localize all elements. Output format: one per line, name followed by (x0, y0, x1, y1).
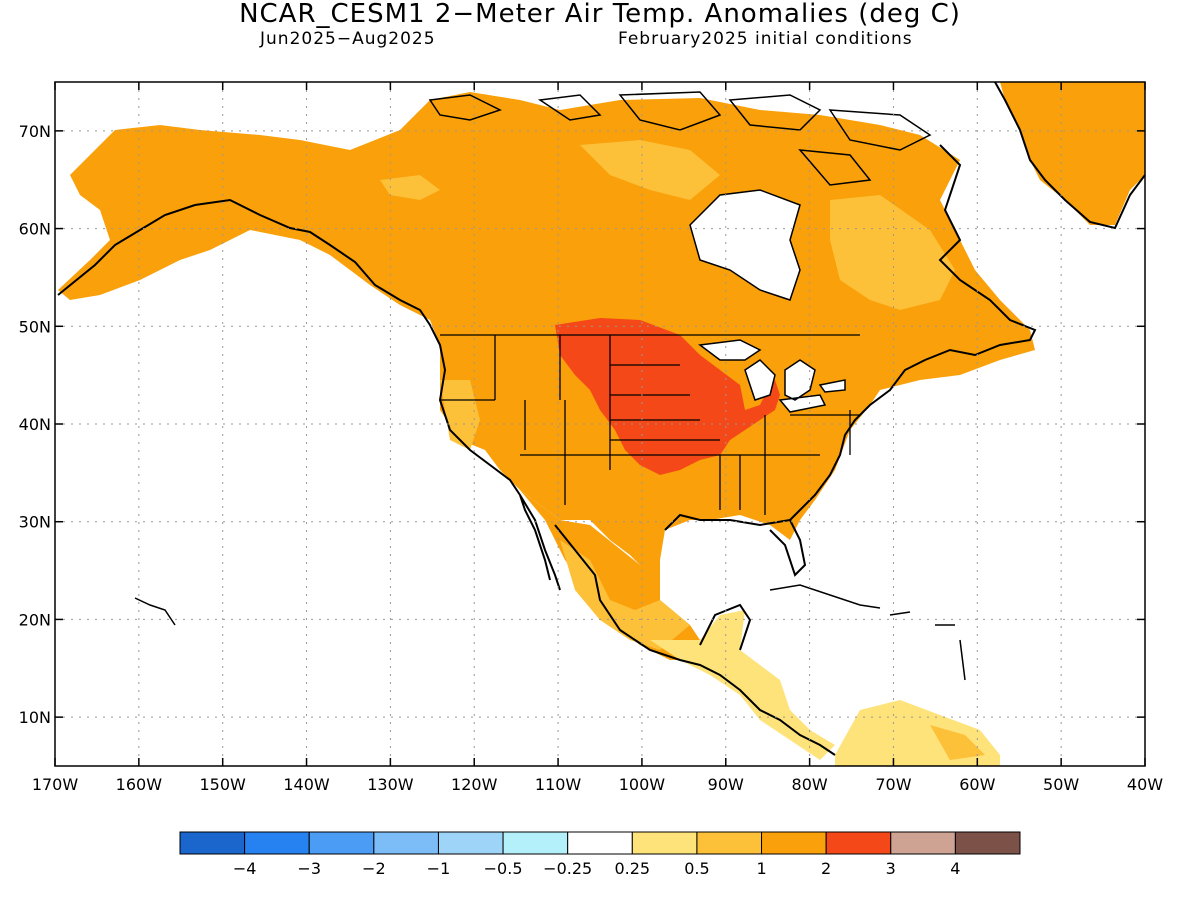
colorbar-label: 4 (950, 859, 960, 878)
colorbar-label: −3 (297, 859, 321, 878)
central-america-0.25-0.5 (650, 610, 835, 760)
colorbar-swatch (631, 831, 698, 855)
lon-label: 90W (708, 775, 744, 794)
colorbar: −4 −3 −2 −1 −0.5 −0.25 0.25 0.5 1 2 3 4 (179, 831, 1021, 878)
lon-label: 100W (619, 775, 666, 794)
great-lakes (698, 339, 846, 413)
colorbar-swatch (761, 831, 827, 855)
coastline-greenland (994, 82, 1145, 230)
land-anomaly-1-2 (58, 92, 1035, 570)
latitude-labels: 70N 60N 50N 40N 30N 20N 10N (19, 122, 1145, 727)
lat-label: 70N (19, 122, 51, 141)
colorbar-swatch (373, 831, 439, 855)
colorbar-swatch (890, 831, 956, 855)
patch-0.5-1-arctic (580, 140, 720, 200)
colorbar-swatch (308, 831, 375, 855)
lon-label: 160W (116, 775, 163, 794)
map-title: NCAR_CESM1 2−Meter Air Temp. Anomalies (… (239, 0, 961, 29)
lat-label: 30N (19, 513, 51, 532)
lon-label: 40W (1127, 775, 1163, 794)
colorbar-swatch (244, 831, 310, 855)
hudson-bay (689, 189, 801, 301)
colorbar-label: −4 (233, 859, 257, 878)
lon-label: 80W (792, 775, 828, 794)
patch-0.5-1-labrador (830, 195, 955, 310)
colorbar-label: −1 (427, 859, 451, 878)
lon-label: 130W (367, 775, 414, 794)
grid-lines (55, 82, 1145, 766)
state-boundaries (440, 334, 860, 515)
colorbar-swatch (437, 831, 504, 855)
colorbar-swatch (696, 831, 763, 855)
lat-label: 40N (19, 415, 51, 434)
mexico-anomaly-0.5-1 (560, 540, 690, 650)
colorbar-swatch (825, 831, 892, 855)
lon-label: 150W (200, 775, 247, 794)
lat-label: 20N (19, 610, 51, 629)
colorbar-swatch (502, 831, 569, 855)
colorbar-label: 1 (756, 859, 766, 878)
central-us-anomaly-2-3 (555, 318, 780, 475)
lon-label: 50W (1043, 775, 1079, 794)
lon-label: 70W (875, 775, 911, 794)
longitude-labels: 170W 160W 150W 140W 130W 120W 110W 100W 90W 80W 70… (32, 82, 1163, 794)
lon-label: 110W (535, 775, 582, 794)
lon-label: 140W (283, 775, 330, 794)
patch-0.5-1-west-coast (440, 380, 480, 450)
map-content (57, 82, 1145, 766)
coastline-north-america (57, 144, 1037, 756)
colorbar-label: 0.25 (614, 859, 650, 878)
lon-label: 170W (32, 775, 79, 794)
colorbar-label: 0.5 (684, 859, 709, 878)
colorbar-label: −2 (362, 859, 386, 878)
colorbar-label: 3 (886, 859, 896, 878)
lat-label: 60N (19, 220, 51, 239)
colorbar-swatch (954, 831, 1021, 855)
colorbar-label: −0.5 (484, 859, 523, 878)
patch-0.5-1-alaska-north (380, 175, 440, 200)
colorbar-swatch (179, 831, 246, 855)
caribbean-islands (134, 584, 966, 681)
south-america-0.5-1 (930, 725, 985, 760)
colorbar-label: 2 (821, 859, 831, 878)
lon-label: 120W (451, 775, 498, 794)
colorbar-label: −0.25 (543, 859, 592, 878)
colorbar-swatch (567, 831, 633, 855)
lat-label: 10N (19, 708, 51, 727)
lat-label: 50N (19, 317, 51, 336)
lon-label: 60W (959, 775, 995, 794)
initial-conditions: February2025 initial conditions (618, 29, 913, 49)
forecast-period: Jun2025−Aug2025 (260, 29, 436, 49)
greenland-anomaly-1-2 (1000, 82, 1145, 225)
arctic-islands (428, 91, 932, 186)
